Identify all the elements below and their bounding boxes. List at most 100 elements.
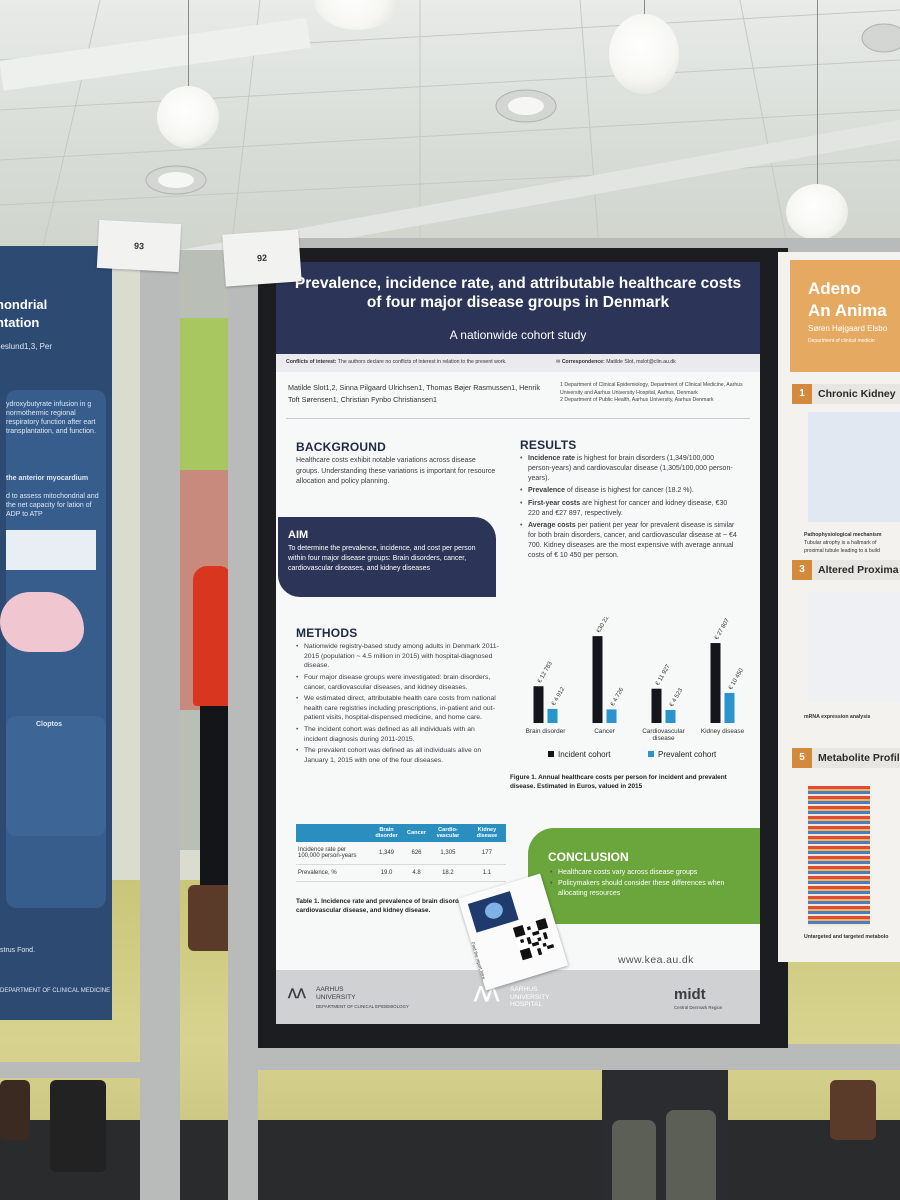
poster-url: www.kea.au.dk <box>618 954 694 966</box>
table-cell: 177 <box>467 842 506 865</box>
affiliation-1: 1 Department of Clinical Epidemiology, D… <box>560 382 743 396</box>
table-header: Cardio-vascular <box>428 824 468 842</box>
floor-shadow <box>0 1120 900 1200</box>
left-poster-chart: Cloptos <box>6 716 106 836</box>
cost-bar-chart: € 12 783 € 4 912 Brain disorder €30 220 € 4 … <box>526 617 746 759</box>
results-item-text: of disease is highest for cancer (18.2 %… <box>564 487 694 495</box>
figure-caption: Figure 1. Annual healthcare costs per pe… <box>510 774 727 790</box>
results-item-bold: Average costs <box>528 521 576 529</box>
results-item-text: per patient per year for prevalent disea… <box>528 521 737 560</box>
table-cell: Prevalence, % <box>296 864 368 882</box>
right-poster-text: Pathophysiological mechanism <box>804 532 882 538</box>
left-poster-dept: DEPARTMENT OF CLINICAL MEDICINE <box>0 988 111 994</box>
chart-data-label: € 11 927 <box>655 663 672 686</box>
shoe <box>50 1080 106 1172</box>
methods-list: Nationwide registry-based study among ad… <box>296 642 500 768</box>
ceiling <box>0 0 900 260</box>
right-poster-header <box>790 260 900 372</box>
midt-logo: midt <box>674 986 706 1003</box>
easel-rail-left <box>0 1062 160 1078</box>
incidence-prevalence-table: Brain disorder Cancer Cardio-vascular Ki… <box>296 824 506 882</box>
methods-item: We estimated direct, attributable health… <box>296 694 500 723</box>
chart-category-label: disease <box>652 735 674 742</box>
chart-bar <box>651 688 662 723</box>
authors: Matilde Slot1,2, Sinna Pilgaard Ulrichse… <box>288 383 540 404</box>
results-item-bold: Prevalence <box>528 487 565 495</box>
lamp-cord <box>644 0 645 16</box>
right-poster-diagram <box>808 412 900 522</box>
results-item-bold: Incidence rate <box>528 455 576 462</box>
chart-data-label: €30 220 <box>596 617 612 634</box>
chart-category-label: Kidney disease <box>701 728 745 735</box>
qr-card[interactable]: Find the report here <box>457 873 569 991</box>
person-legs <box>200 706 230 896</box>
right-poster: Adeno An Anima Søren Højgaard Elsbo Depa… <box>778 252 900 962</box>
section-number: 5 <box>792 748 812 768</box>
legend-label: Prevalent cohort <box>658 750 717 759</box>
left-poster-authors: oeslund1,3, Per <box>0 342 53 351</box>
auh-name: AARHUS UNIVERSITY HOSPITAL <box>510 986 550 1009</box>
methods-item: The prevalent cohort was defined as all … <box>296 746 500 765</box>
heatmap-figure <box>808 786 870 926</box>
auh-logo-icon: ᐱᐱ <box>474 984 499 1006</box>
methods-item: The incident cohort was defined as all i… <box>296 725 500 744</box>
pig-illustration <box>0 592 84 652</box>
affiliation-2: 2 Department of Public Health, Aarhus Un… <box>560 397 714 404</box>
poster-number-tag-92: 92 <box>222 229 302 287</box>
affiliations: 1 Department of Clinical Epidemiology, D… <box>560 382 750 405</box>
section-title: Metabolite Profilin <box>818 752 900 764</box>
shoe <box>830 1080 876 1140</box>
section-number: 3 <box>792 560 812 580</box>
right-poster-text: Untargeted and targeted metabolo <box>804 934 889 940</box>
chart-bar <box>710 643 721 723</box>
au-name: AARHUS UNIVERSITY <box>316 986 356 1001</box>
easel-post-main <box>228 252 258 1200</box>
easel-post-left <box>140 238 180 1200</box>
results-item-text: are highest for cancer and kidney diseas… <box>528 499 728 517</box>
left-poster-funding: strus Fond. <box>0 947 36 954</box>
table-cell: 1.1 <box>467 864 506 882</box>
left-poster-block-text: d to assess mitochondrial and the net ca… <box>6 493 99 519</box>
table-header: Kidney disease <box>467 824 506 842</box>
au-department: DEPARTMENT OF CLINICAL EPIDEMIOLOGY <box>316 1004 409 1009</box>
section-title: Chronic Kidney <box>818 388 896 400</box>
chart-data-label: € 27 807 <box>714 617 731 641</box>
chart-bar <box>533 686 544 723</box>
right-poster-dept: Department of clinical medicin <box>808 338 875 344</box>
table-cell: 1,349 <box>368 842 406 865</box>
pendant-lamp <box>786 184 848 240</box>
person-boots <box>188 885 234 951</box>
table-row: Prevalence, % 19.0 4.8 18.2 1.1 <box>296 864 506 882</box>
table-cell: 1,305 <box>428 842 468 865</box>
green-wall <box>180 318 228 478</box>
conclusion-heading: CONCLUSION <box>548 850 629 864</box>
section-title: Altered Proxima <box>818 564 899 576</box>
legend-swatch <box>548 751 554 757</box>
results-item: First-year costs are highest for cancer … <box>520 499 738 519</box>
poster-number-tag-93: 93 <box>96 219 182 273</box>
left-poster-block-text: ydroxybutyrate infusion in g normothermi… <box>6 401 96 436</box>
chart-bar <box>606 709 617 723</box>
conflicts-of-interest: Conflicts of interest: The authors decla… <box>286 359 506 365</box>
background-heading: BACKGROUND <box>296 440 386 454</box>
right-poster-figure <box>808 592 900 702</box>
poster-header: Prevalence, incidence rate, and attribut… <box>276 262 760 354</box>
shoe <box>0 1080 30 1140</box>
aim-heading: AIM <box>288 529 309 541</box>
conclusion-item: Healthcare costs vary across disease gro… <box>550 868 750 878</box>
poster-subtitle: A nationwide cohort study <box>449 328 587 342</box>
chart-category-label: Cardiovascular <box>642 728 685 735</box>
region-name: Central Denmark Region <box>674 1005 723 1010</box>
chart-data-label: € 4 726 <box>610 687 626 708</box>
methods-item: Four major disease groups were investiga… <box>296 673 500 692</box>
conflicts-bar: Conflicts of interest: The authors decla… <box>276 354 760 372</box>
right-poster-section: 5 Metabolite Profilin <box>792 748 900 768</box>
right-poster-text: proximal tubule leading to a build <box>804 548 880 554</box>
coi-label: Conflicts of interest: <box>286 359 337 365</box>
lamp-cord <box>817 0 818 186</box>
qr-code-icon[interactable] <box>512 917 556 961</box>
correspondence-text: Matilde Slot, mslot@clin.au.dk <box>606 359 676 365</box>
au-logo-icon: ᐱᐱ <box>288 986 306 1001</box>
table-header <box>296 824 368 842</box>
table-header: Cancer <box>405 824 428 842</box>
